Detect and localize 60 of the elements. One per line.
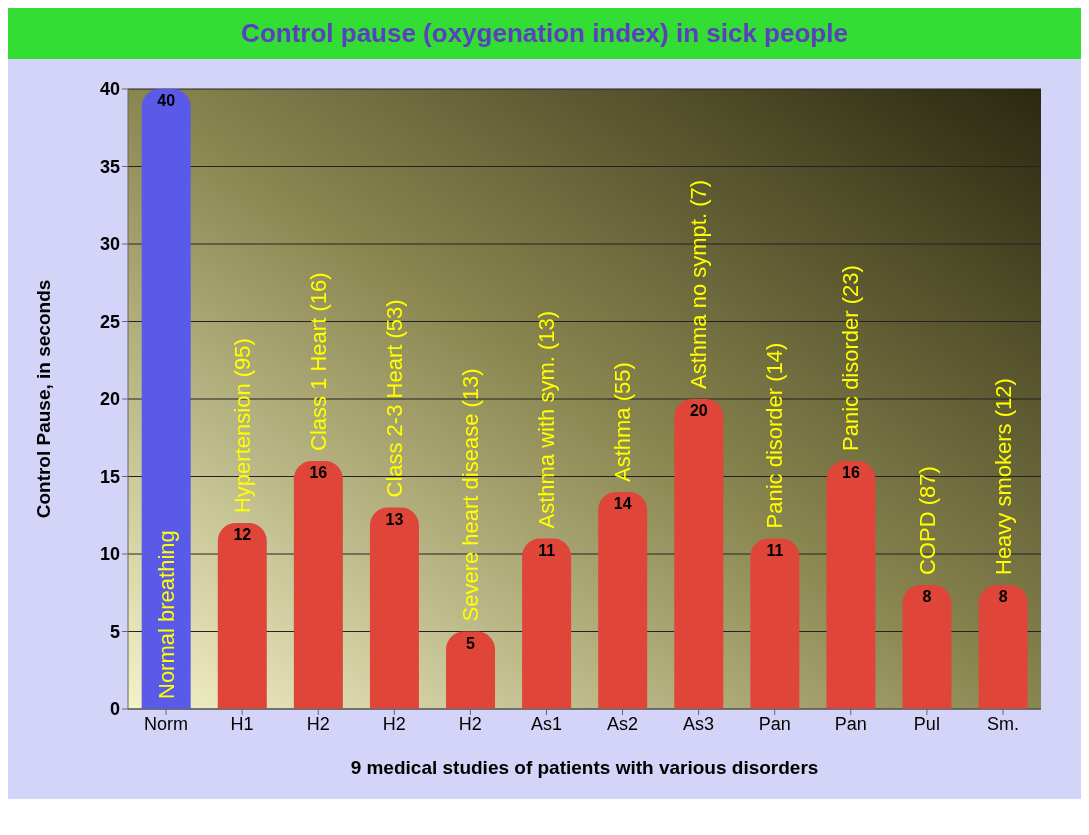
- annotation: Panic disorder (23): [838, 265, 864, 451]
- data-label: 16: [842, 464, 860, 482]
- annotation: Class 1 Heart (16): [305, 272, 331, 451]
- data-label: 12: [233, 526, 252, 544]
- bar: [978, 585, 1028, 709]
- annotation: Panic disorder (14): [762, 342, 788, 529]
- y-tick-label: 35: [99, 156, 120, 177]
- x-tick-label: Pan: [834, 713, 867, 734]
- y-axis-title: Control Pause, in seconds: [32, 279, 54, 519]
- x-tick-label: As2: [607, 713, 639, 734]
- annotation: Asthma with sym. (13): [534, 310, 560, 529]
- x-tick-label: Pan: [758, 713, 791, 734]
- x-tick-label: Pul: [913, 713, 940, 734]
- x-tick-label: As3: [683, 713, 715, 734]
- bar: [598, 492, 648, 709]
- data-label: 40: [157, 92, 176, 110]
- x-tick-label: H2: [306, 713, 330, 734]
- y-tick-label: 10: [99, 544, 120, 565]
- x-tick-label: H2: [382, 713, 406, 734]
- bar: [674, 399, 724, 709]
- y-tick-label: 15: [99, 466, 120, 487]
- chart-title: Control pause (oxygenation index) in sick people: [8, 8, 1081, 59]
- x-tick-label: H1: [230, 713, 254, 734]
- annotation: Asthma (55): [610, 362, 636, 482]
- data-label: 13: [385, 510, 404, 528]
- y-tick-label: 40: [99, 79, 120, 100]
- annotation: Class 2-3 Heart (53): [381, 299, 407, 498]
- bar: [522, 538, 572, 709]
- bar: [826, 461, 876, 709]
- annotation: Heavy smokers (12): [990, 378, 1016, 575]
- data-label: 11: [766, 541, 784, 559]
- bar: [369, 507, 419, 709]
- data-label: 5: [466, 634, 476, 652]
- bar: [141, 89, 191, 709]
- data-label: 8: [922, 588, 932, 606]
- data-label: 8: [998, 588, 1008, 606]
- y-tick-label: 20: [99, 389, 120, 410]
- annotation: Normal breathing: [153, 530, 179, 699]
- data-label: 14: [613, 495, 632, 513]
- annotation: Asthma no sympt. (7): [686, 179, 712, 389]
- bar: [293, 461, 343, 709]
- x-tick-label: Norm: [144, 713, 189, 734]
- y-tick-label: 25: [99, 311, 120, 332]
- annotation: Severe heart disease (13): [458, 368, 484, 622]
- bar: [446, 631, 496, 709]
- x-tick-label: As1: [530, 713, 562, 734]
- bar: [750, 538, 800, 709]
- annotation: Hypertension (95): [229, 338, 255, 513]
- y-tick-label: 30: [99, 234, 120, 255]
- bar: [217, 523, 267, 709]
- annotation: COPD (87): [914, 466, 940, 575]
- x-tick-label: H2: [458, 713, 482, 734]
- y-tick-label: 5: [109, 621, 120, 642]
- data-label: 11: [538, 541, 556, 559]
- y-tick-label: 0: [109, 699, 120, 720]
- data-label: 20: [689, 402, 708, 420]
- data-label: 16: [309, 464, 328, 482]
- bar: [902, 585, 952, 709]
- x-axis-title: 9 medical studies of patients with various disorders: [350, 757, 819, 778]
- x-tick-label: Sm.: [986, 713, 1019, 734]
